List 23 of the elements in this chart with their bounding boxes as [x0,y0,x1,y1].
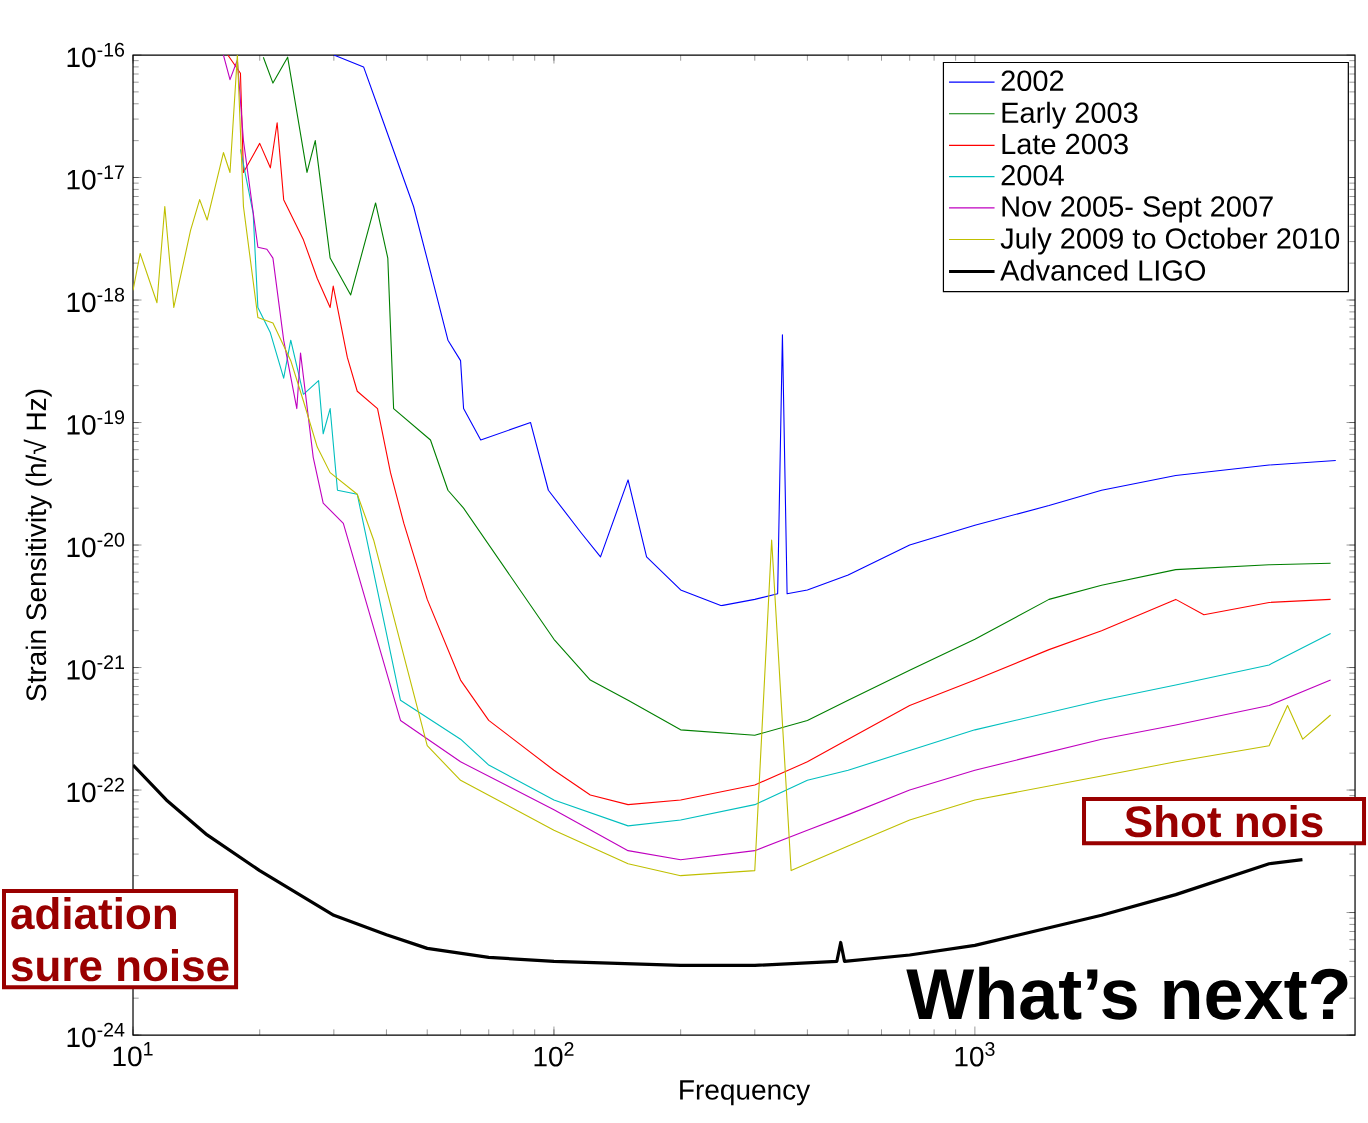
legend-label: Late 2003 [1002,133,1128,155]
y-tick-label: 10$^{-20}$ [67,532,125,558]
legend-label: Advanced LIGO [1000,259,1206,281]
annotation: What’s next? [906,966,1348,1020]
x-axis-title: Frequency [680,1080,811,1106]
y-tick-label: 10$^{-22}$ [67,777,124,803]
annotation: adiation [11,896,176,930]
y-tick-label: 10$^{-19}$ [67,410,125,435]
legend-label: 2004 [1001,164,1064,186]
legend-label: July 2009 to October 2010 [1000,227,1340,255]
x-tick-label: 10$^{2}$ [534,1042,574,1067]
y-tick-label: 10$^{-18}$ [67,287,125,313]
legend-label: 2002 [1001,70,1064,92]
legend-label: Early 2003 [1002,101,1138,129]
y-tick-label: 10$^{-16}$ [67,42,125,68]
annotation: sure noise [11,948,229,982]
y-tick-label: 10$^{-17}$ [67,165,124,190]
y-axis-title: Strain Sensitivity (h/√ Hz) [23,389,52,701]
annotation: Shot nois [1125,804,1323,838]
x-tick-label: 10$^{3}$ [955,1042,995,1067]
y-tick-label: 10$^{-21}$ [67,655,124,680]
legend-label: Nov 2005- Sept 2007 [1002,196,1273,223]
x-tick-label: 10$^{1}$ [113,1042,153,1067]
